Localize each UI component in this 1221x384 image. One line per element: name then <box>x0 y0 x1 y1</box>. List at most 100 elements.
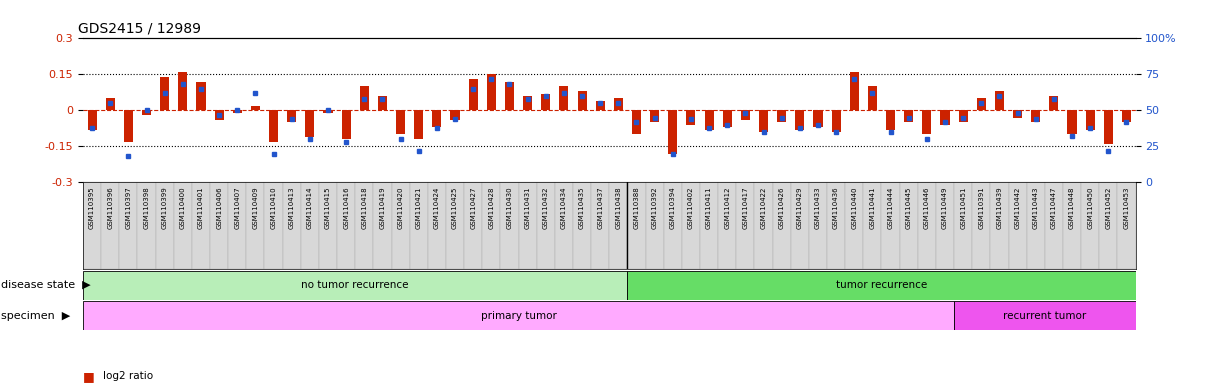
Bar <box>160 77 170 111</box>
Text: specimen  ▶: specimen ▶ <box>1 311 71 321</box>
Text: GSM110402: GSM110402 <box>687 187 694 229</box>
Bar <box>228 182 247 269</box>
Bar <box>374 182 392 269</box>
Bar <box>300 182 319 269</box>
Text: GSM110409: GSM110409 <box>253 187 259 229</box>
Bar <box>432 111 442 127</box>
Bar <box>178 72 187 111</box>
Bar <box>487 74 496 111</box>
Text: log2 ratio: log2 ratio <box>103 371 153 381</box>
Bar <box>958 111 968 122</box>
Bar <box>319 182 337 269</box>
Bar <box>1032 111 1040 122</box>
Text: GSM110432: GSM110432 <box>543 187 548 229</box>
Bar <box>1099 182 1117 269</box>
Bar <box>940 111 950 125</box>
Bar <box>882 182 900 269</box>
Text: no tumor recurrence: no tumor recurrence <box>302 280 409 290</box>
Bar <box>954 182 972 269</box>
Text: recurrent tumor: recurrent tumor <box>1004 311 1087 321</box>
Bar <box>505 81 514 111</box>
Bar <box>718 182 736 269</box>
Bar <box>559 86 569 111</box>
Bar <box>850 72 858 111</box>
Bar <box>83 301 954 330</box>
Bar <box>773 182 791 269</box>
Bar <box>120 182 138 269</box>
Bar <box>937 182 954 269</box>
Bar <box>863 182 882 269</box>
Bar <box>1049 96 1059 111</box>
Bar <box>609 182 628 269</box>
Bar <box>628 271 1136 300</box>
Bar <box>396 111 405 134</box>
Bar <box>155 182 173 269</box>
Bar <box>1009 182 1027 269</box>
Bar <box>918 182 937 269</box>
Text: GSM110442: GSM110442 <box>1015 187 1021 229</box>
Bar <box>1013 111 1022 118</box>
Bar <box>573 182 591 269</box>
Bar <box>282 182 300 269</box>
Bar <box>755 182 773 269</box>
Text: GSM110406: GSM110406 <box>216 187 222 229</box>
Bar <box>192 182 210 269</box>
Bar <box>410 182 427 269</box>
Bar <box>305 111 314 137</box>
Text: GSM110422: GSM110422 <box>761 187 767 229</box>
Bar <box>591 182 609 269</box>
Text: primary tumor: primary tumor <box>481 311 557 321</box>
Bar <box>541 94 551 111</box>
Bar <box>537 182 554 269</box>
Text: GSM110450: GSM110450 <box>1087 187 1093 229</box>
Bar <box>1067 111 1077 134</box>
Bar <box>265 182 282 269</box>
Text: GSM110421: GSM110421 <box>415 187 421 229</box>
Bar <box>791 182 808 269</box>
Text: GSM110453: GSM110453 <box>1123 187 1129 229</box>
Bar <box>501 182 519 269</box>
Bar <box>827 182 845 269</box>
Bar <box>210 182 228 269</box>
Bar <box>868 86 877 111</box>
Bar <box>686 111 696 125</box>
Bar <box>123 111 133 142</box>
Text: GSM110436: GSM110436 <box>833 187 839 229</box>
Text: GSM110426: GSM110426 <box>779 187 785 229</box>
Text: GSM110418: GSM110418 <box>361 187 368 229</box>
Bar <box>464 182 482 269</box>
Bar <box>379 96 387 111</box>
Bar <box>414 111 424 139</box>
Bar <box>142 111 151 115</box>
Bar <box>705 111 713 129</box>
Bar <box>900 182 918 269</box>
Bar <box>808 182 827 269</box>
Bar <box>269 111 278 142</box>
Text: GSM110417: GSM110417 <box>742 187 748 229</box>
Bar <box>990 182 1009 269</box>
Bar <box>1104 111 1112 144</box>
Bar <box>650 111 659 122</box>
Text: GSM110420: GSM110420 <box>398 187 404 229</box>
Text: GSM110431: GSM110431 <box>525 187 531 229</box>
Text: GSM110444: GSM110444 <box>888 187 894 229</box>
Bar <box>977 98 985 111</box>
Bar <box>632 111 641 134</box>
Text: GSM110397: GSM110397 <box>126 187 132 230</box>
Text: GSM110425: GSM110425 <box>452 187 458 229</box>
Text: GSM110437: GSM110437 <box>597 187 603 229</box>
Bar <box>614 98 623 111</box>
Text: GSM110439: GSM110439 <box>996 187 1002 229</box>
Bar <box>88 111 96 129</box>
Bar <box>995 91 1004 111</box>
Bar <box>664 182 681 269</box>
Bar <box>427 182 446 269</box>
Bar <box>250 106 260 111</box>
Bar <box>392 182 410 269</box>
Text: GSM110399: GSM110399 <box>161 187 167 230</box>
Bar <box>173 182 192 269</box>
Text: GSM110435: GSM110435 <box>579 187 585 229</box>
Bar <box>954 301 1136 330</box>
Text: GSM110412: GSM110412 <box>724 187 730 229</box>
Text: GDS2415 / 12989: GDS2415 / 12989 <box>78 22 200 36</box>
